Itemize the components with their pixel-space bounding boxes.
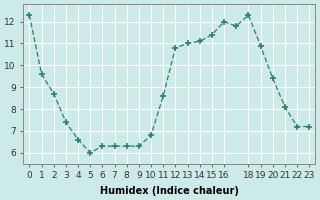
X-axis label: Humidex (Indice chaleur): Humidex (Indice chaleur) (100, 186, 239, 196)
